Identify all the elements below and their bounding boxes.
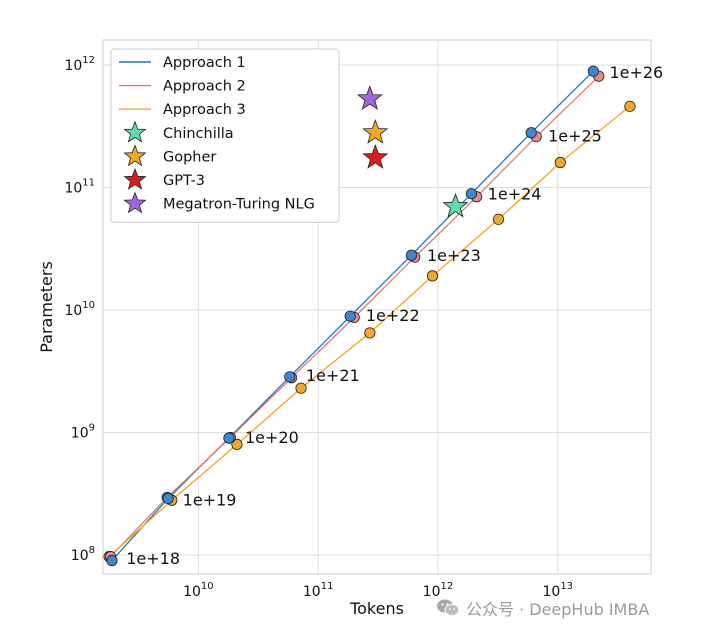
flop-label-3: 1e+21 xyxy=(306,366,360,385)
series-2-point-3 xyxy=(295,382,307,394)
y-tick-label-4: 1012 xyxy=(64,55,95,74)
y-tick-label-0: 108 xyxy=(71,545,95,564)
x-tick-label-2: 1012 xyxy=(423,581,454,600)
legend-label-model-2: GPT-3 xyxy=(163,173,205,189)
flop-label-6: 1e+24 xyxy=(488,185,542,204)
y-axis-label: Parameters xyxy=(37,261,56,353)
wechat-icon xyxy=(437,599,460,616)
legend-star-3 xyxy=(123,191,147,214)
model-star-1 xyxy=(362,119,389,144)
y-tick-label-3: 1011 xyxy=(64,178,95,197)
series-2-point-7 xyxy=(554,156,566,169)
model-markers xyxy=(356,85,469,218)
legend-label-series-0: Approach 1 xyxy=(163,55,246,71)
model-star-2 xyxy=(362,144,389,169)
legend-star-1 xyxy=(123,144,147,167)
flop-label-7: 1e+25 xyxy=(548,127,602,146)
series-2-point-4 xyxy=(364,327,376,339)
series-0-point-4 xyxy=(344,310,356,322)
legend-label-model-0: Chinchilla xyxy=(163,126,234,142)
plot-frame xyxy=(102,39,652,575)
flop-label-0: 1e+18 xyxy=(126,549,180,568)
flop-label-8: 1e+26 xyxy=(609,63,663,82)
watermark: 公众号 · DeepHub IMBA xyxy=(436,596,649,620)
legend-label-model-1: Gopher xyxy=(163,149,216,165)
flop-annotations: 1e+18 1e+19 1e+20 1e+21 1e+22 1e+23 1e+24 1e+25… xyxy=(126,63,663,568)
series-0-point-8 xyxy=(587,65,599,77)
series-2-point-2 xyxy=(231,438,243,450)
flop-label-5: 1e+23 xyxy=(427,246,481,265)
flop-label-2: 1e+20 xyxy=(245,428,299,447)
y-tick-label-2: 1010 xyxy=(64,300,95,319)
x-tick-label-3: 1013 xyxy=(542,581,573,600)
series-0-point-2 xyxy=(223,432,235,444)
series-2-point-5 xyxy=(426,270,439,282)
watermark-text: 公众号 · DeepHub IMBA xyxy=(466,600,650,619)
legend-label-series-2: Approach 3 xyxy=(163,102,246,118)
series-layer xyxy=(103,65,636,567)
y-tick-label-1: 109 xyxy=(71,423,95,442)
model-star-3 xyxy=(356,85,383,110)
legend-star-2 xyxy=(123,167,147,190)
legend-star-0 xyxy=(123,120,147,143)
series-0-point-6 xyxy=(465,188,477,200)
legend-box xyxy=(110,48,340,223)
series-0-point-3 xyxy=(284,371,296,383)
model-star-0 xyxy=(442,192,469,218)
flop-label-1: 1e+19 xyxy=(183,490,237,509)
x-tick-label-1: 1011 xyxy=(303,581,334,600)
series-2-point-6 xyxy=(492,213,505,225)
series-0-point-1 xyxy=(162,492,174,504)
series-0-point-0 xyxy=(106,555,118,567)
flop-label-4: 1e+22 xyxy=(366,306,420,325)
x-axis-label: Tokens xyxy=(349,599,404,618)
series-0-point-7 xyxy=(525,127,537,139)
legend: Approach 1 Approach 2 Approach 3 Chinchilla… xyxy=(110,48,340,223)
legend-label-model-3: Megatron-Turing NLG xyxy=(163,197,315,213)
x-tick-label-0: 1010 xyxy=(183,581,214,600)
y-axis-ticks: 108 109 1010 1011 1012 xyxy=(64,55,95,564)
series-2-point-8 xyxy=(624,100,636,112)
legend-label-series-1: Approach 2 xyxy=(163,79,246,95)
series-0-point-5 xyxy=(405,249,417,261)
x-axis-ticks: 1010 1011 1012 1013 xyxy=(183,581,573,600)
